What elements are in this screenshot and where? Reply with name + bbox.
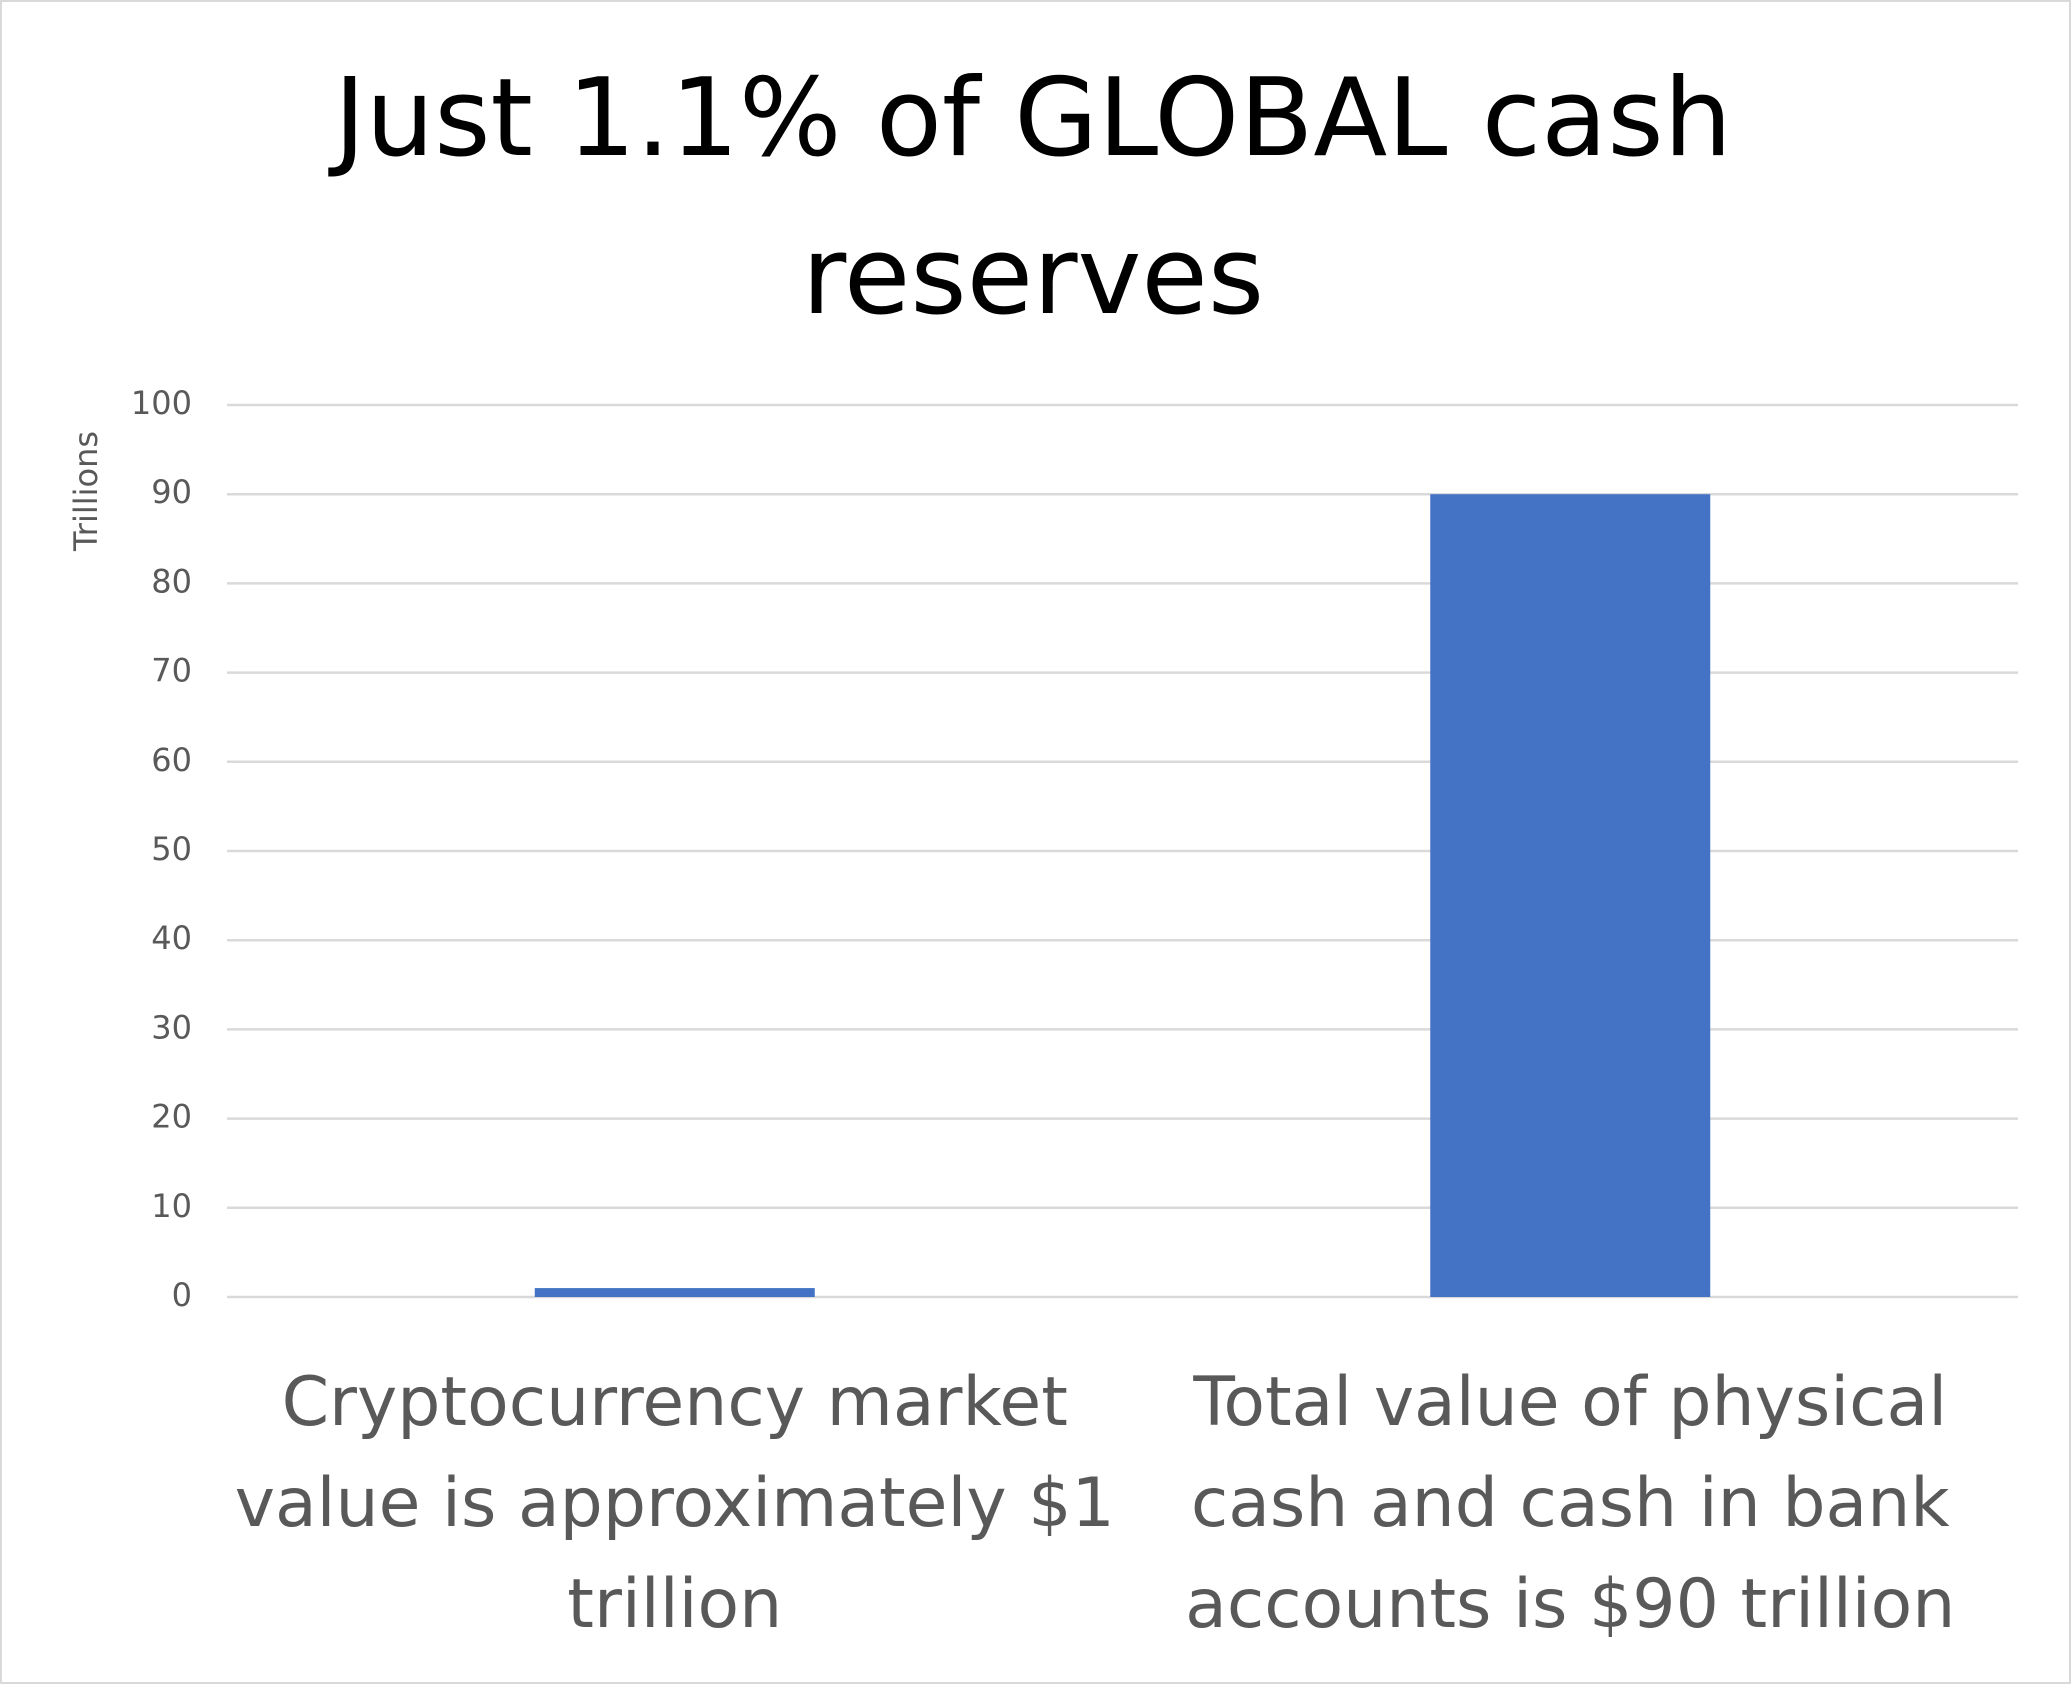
y-tick-label: 70: [151, 652, 192, 690]
y-tick-label: 40: [151, 919, 192, 957]
y-axis-title: Trillions: [67, 431, 105, 552]
y-tick-label: 20: [151, 1098, 192, 1136]
y-tick-label: 80: [151, 562, 192, 600]
bar: [534, 1288, 815, 1297]
y-tick-label: 50: [151, 830, 192, 868]
y-tick-label: 30: [151, 1008, 192, 1046]
x-tick-label: Total value of physical cash and cash in…: [1185, 1363, 1956, 1644]
y-tick-label: 0: [172, 1276, 192, 1314]
x-tick-label: Cryptocurrency market value is approxima…: [234, 1363, 1115, 1644]
y-tick-label: 100: [131, 384, 192, 422]
y-tick-label: 90: [151, 473, 192, 511]
y-tick-label: 60: [151, 741, 192, 779]
y-tick-label: 10: [151, 1187, 192, 1225]
chart-title: Just 1.1% of GLOBAL cash reserves: [333, 56, 1733, 339]
bar: [1430, 494, 1711, 1297]
